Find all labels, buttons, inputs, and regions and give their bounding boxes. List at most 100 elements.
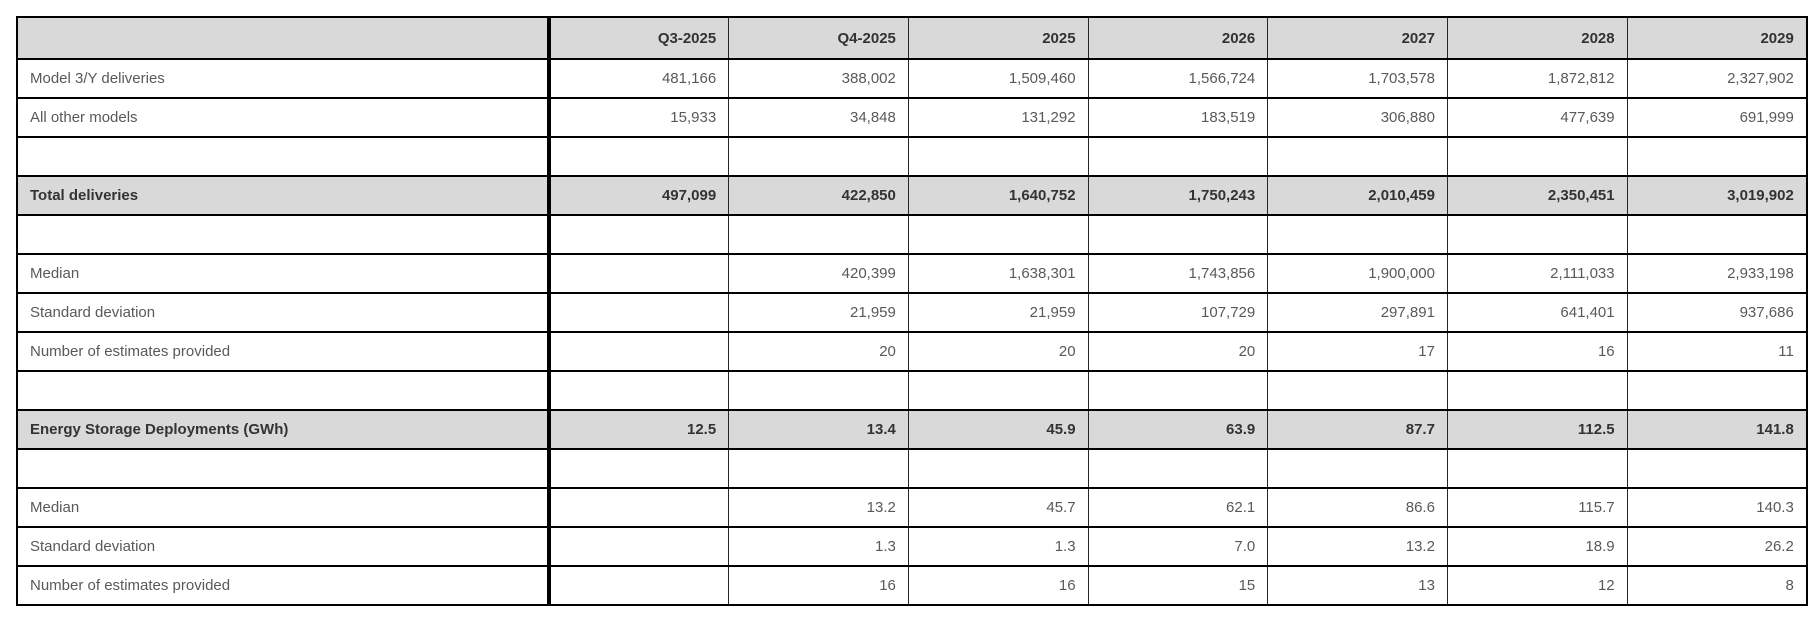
value-cell: 15,933 xyxy=(547,97,730,138)
value-cell: 8 xyxy=(1626,565,1808,606)
table-row: Median 420,399 1,638,301 1,743,856 1,900,000… xyxy=(16,253,1808,294)
value-cell xyxy=(547,136,730,177)
value-cell: 1,750,243 xyxy=(1087,175,1269,216)
table-row: Standard deviation 1.3 1.3 7.0 13.2 18.9 26.2 xyxy=(16,526,1808,567)
value-cell: 1,566,724 xyxy=(1087,58,1269,99)
row-label: Number of estimates provided xyxy=(16,565,550,606)
value-cell xyxy=(1626,448,1808,489)
table-row xyxy=(16,370,1808,411)
table-header: Q3-2025 Q4-2025 2025 2026 2027 2028 2029 xyxy=(16,16,1808,60)
value-cell: 34,848 xyxy=(728,97,909,138)
value-cell: 141.8 xyxy=(1626,409,1808,450)
value-cell xyxy=(907,214,1089,255)
value-cell: 388,002 xyxy=(728,58,909,99)
value-cell: 112.5 xyxy=(1446,409,1628,450)
delivery-estimates-table: Q3-2025 Q4-2025 2025 2026 2027 2028 2029 Model… xyxy=(16,16,1808,606)
value-cell: 13.2 xyxy=(728,487,909,528)
row-label: Median xyxy=(16,253,550,294)
value-cell: 2,111,033 xyxy=(1446,253,1628,294)
value-cell xyxy=(1087,214,1269,255)
value-cell xyxy=(1446,370,1628,411)
column-header: 2027 xyxy=(1267,16,1448,60)
value-cell xyxy=(1087,136,1269,177)
column-header: 2029 xyxy=(1626,16,1808,60)
value-cell: 2,933,198 xyxy=(1626,253,1808,294)
value-cell xyxy=(907,370,1089,411)
value-cell xyxy=(1267,448,1448,489)
value-cell xyxy=(1267,370,1448,411)
table-row: Number of estimates provided 16 16 15 13 12 8 xyxy=(16,565,1808,606)
value-cell: 477,639 xyxy=(1446,97,1628,138)
table-row xyxy=(16,214,1808,255)
column-header: 2026 xyxy=(1087,16,1269,60)
value-cell: 1.3 xyxy=(907,526,1089,567)
value-cell xyxy=(1446,136,1628,177)
value-cell xyxy=(907,136,1089,177)
value-cell: 2,327,902 xyxy=(1626,58,1808,99)
value-cell: 18.9 xyxy=(1446,526,1628,567)
value-cell: 17 xyxy=(1267,331,1448,372)
value-cell: 1,638,301 xyxy=(907,253,1089,294)
row-label: Standard deviation xyxy=(16,292,550,333)
value-cell: 12.5 xyxy=(547,409,730,450)
value-cell: 15 xyxy=(1087,565,1269,606)
value-cell: 420,399 xyxy=(728,253,909,294)
value-cell xyxy=(1626,214,1808,255)
value-cell: 16 xyxy=(1446,331,1628,372)
value-cell: 12 xyxy=(1446,565,1628,606)
column-header: 2025 xyxy=(907,16,1089,60)
row-label: All other models xyxy=(16,97,550,138)
table-row: Number of estimates provided 20 20 20 17 16 11 xyxy=(16,331,1808,372)
value-cell xyxy=(547,526,730,567)
column-header: Q3-2025 xyxy=(547,16,730,60)
value-cell: 481,166 xyxy=(547,58,730,99)
value-cell xyxy=(547,448,730,489)
value-cell: 140.3 xyxy=(1626,487,1808,528)
value-cell: 2,350,451 xyxy=(1446,175,1628,216)
value-cell xyxy=(547,487,730,528)
row-label xyxy=(16,370,550,411)
table-row: Standard deviation 21,959 21,959 107,729 297… xyxy=(16,292,1808,333)
value-cell xyxy=(1626,136,1808,177)
value-cell: 183,519 xyxy=(1087,97,1269,138)
column-header: 2028 xyxy=(1446,16,1628,60)
value-cell: 1,640,752 xyxy=(907,175,1089,216)
value-cell: 20 xyxy=(1087,331,1269,372)
row-label: Total deliveries xyxy=(16,175,550,216)
value-cell xyxy=(1626,370,1808,411)
header-row: Q3-2025 Q4-2025 2025 2026 2027 2028 2029 xyxy=(16,16,1808,60)
value-cell xyxy=(1446,214,1628,255)
value-cell xyxy=(1446,448,1628,489)
value-cell: 297,891 xyxy=(1267,292,1448,333)
value-cell: 16 xyxy=(907,565,1089,606)
value-cell: 1,900,000 xyxy=(1267,253,1448,294)
row-label: Standard deviation xyxy=(16,526,550,567)
value-cell xyxy=(547,214,730,255)
value-cell xyxy=(728,370,909,411)
value-cell xyxy=(547,331,730,372)
value-cell: 21,959 xyxy=(907,292,1089,333)
value-cell: 1,703,578 xyxy=(1267,58,1448,99)
value-cell: 13 xyxy=(1267,565,1448,606)
row-label xyxy=(16,448,550,489)
value-cell: 62.1 xyxy=(1087,487,1269,528)
value-cell: 107,729 xyxy=(1087,292,1269,333)
row-label xyxy=(16,214,550,255)
value-cell: 87.7 xyxy=(1267,409,1448,450)
value-cell xyxy=(1267,136,1448,177)
table-row: Median 13.2 45.7 62.1 86.6 115.7 140.3 xyxy=(16,487,1808,528)
value-cell: 3,019,902 xyxy=(1626,175,1808,216)
value-cell: 422,850 xyxy=(728,175,909,216)
value-cell: 11 xyxy=(1626,331,1808,372)
value-cell: 1,743,856 xyxy=(1087,253,1269,294)
value-cell: 7.0 xyxy=(1087,526,1269,567)
column-header: Q4-2025 xyxy=(728,16,909,60)
value-cell: 16 xyxy=(728,565,909,606)
value-cell: 63.9 xyxy=(1087,409,1269,450)
value-cell: 691,999 xyxy=(1626,97,1808,138)
corner-header-cell xyxy=(16,16,550,60)
value-cell xyxy=(907,448,1089,489)
table-row xyxy=(16,448,1808,489)
value-cell xyxy=(547,253,730,294)
value-cell xyxy=(547,565,730,606)
